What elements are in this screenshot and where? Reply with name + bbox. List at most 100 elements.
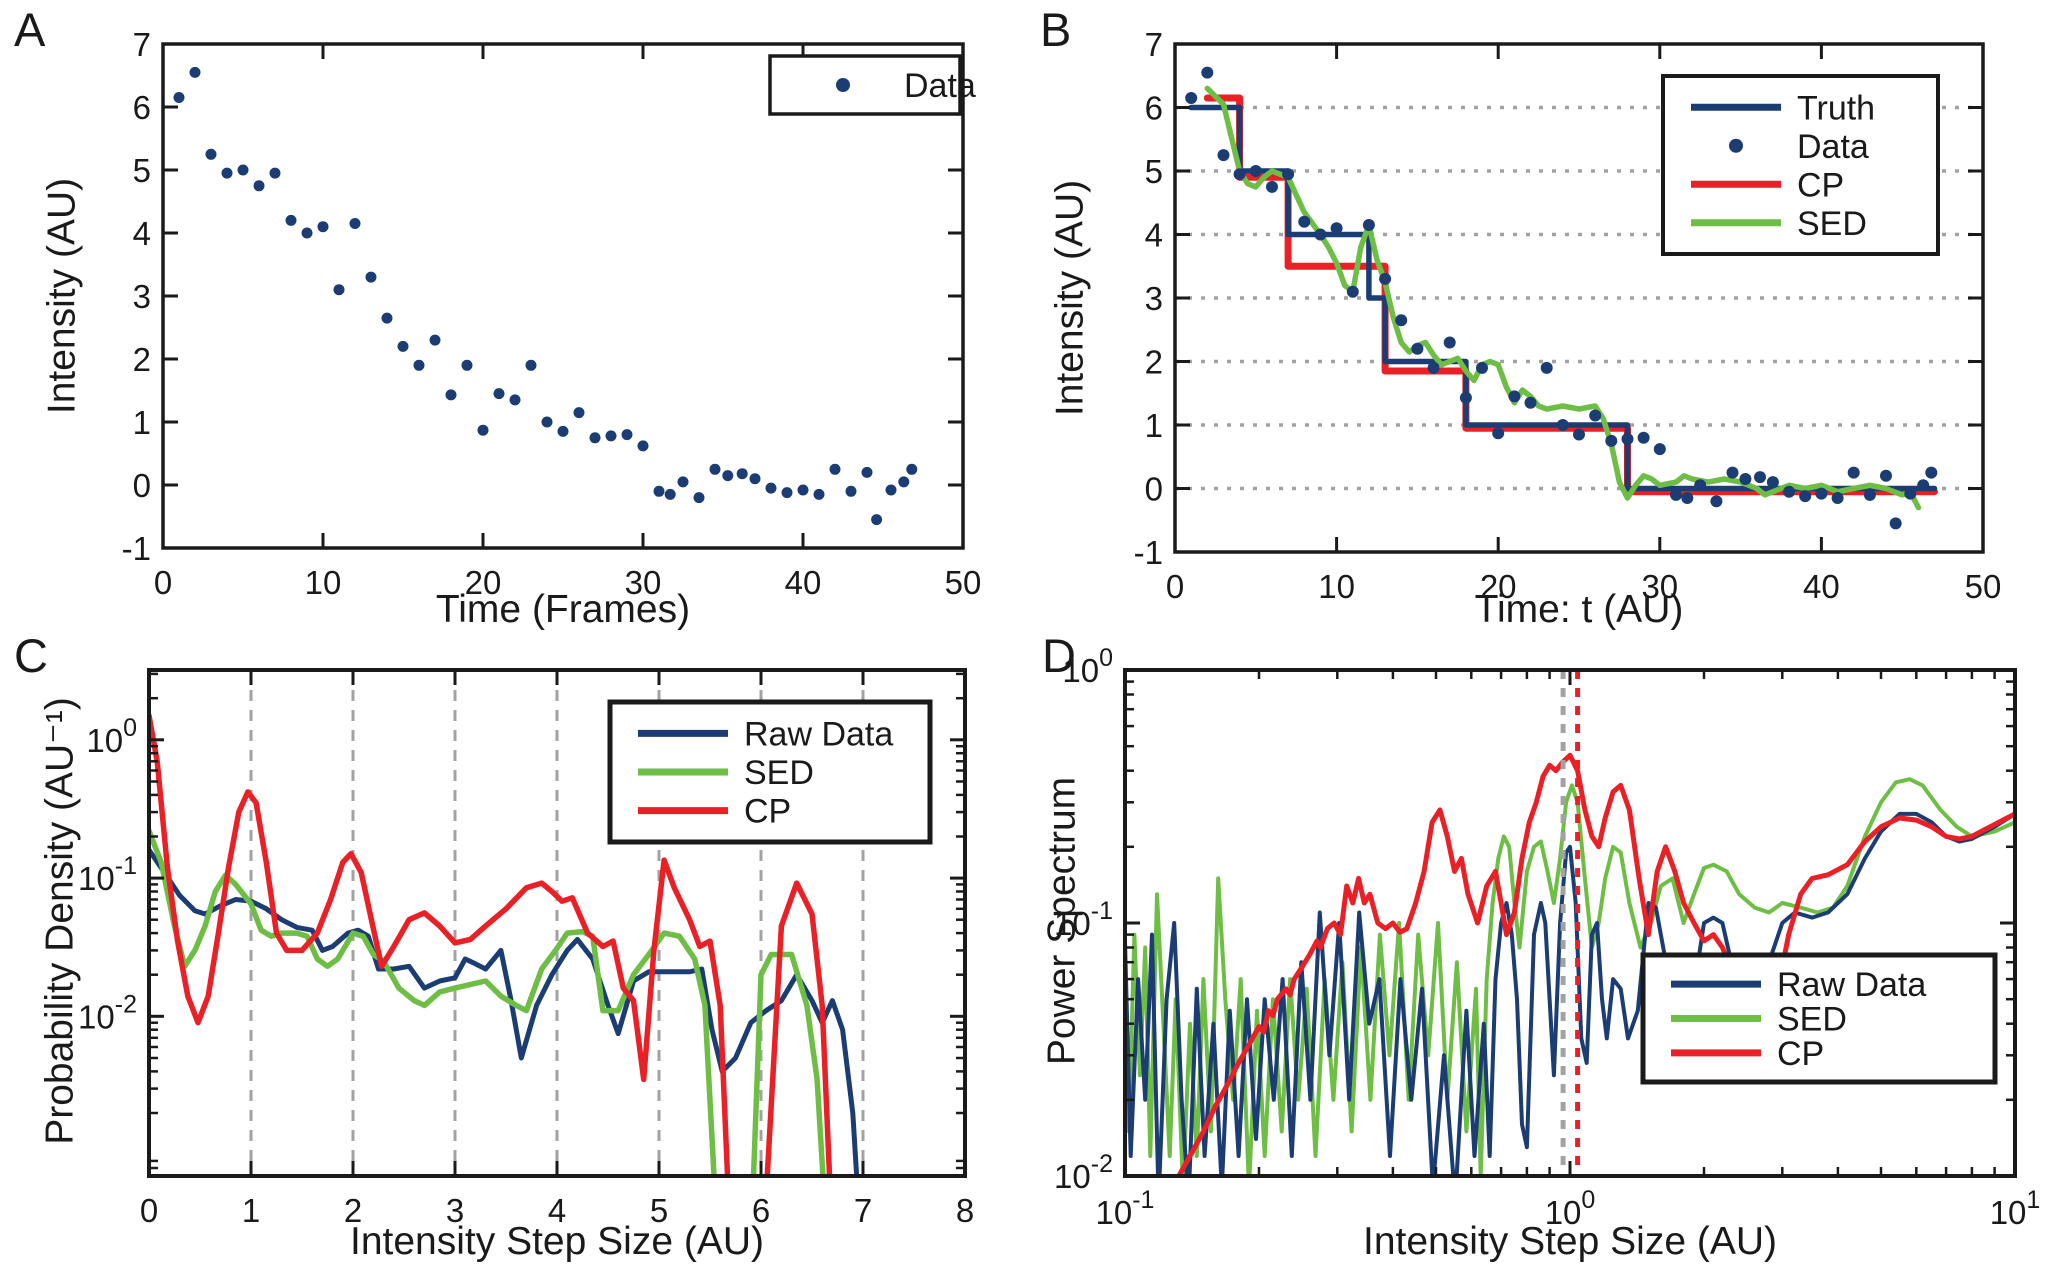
panel-c-letter: C [14, 629, 48, 682]
x-tick-label: 100 [1545, 1186, 1596, 1231]
data-point [253, 180, 265, 192]
x-tick-label: 0 [1166, 568, 1184, 605]
data-point [1754, 471, 1766, 484]
data-point [493, 388, 505, 400]
data-point [573, 407, 585, 419]
data-point [1362, 219, 1375, 231]
data-point [1411, 342, 1424, 355]
panel-c-xaxis-label: Intensity Step Size (AU) [350, 1220, 764, 1263]
panel-c-series-raw-data [149, 847, 860, 1176]
data-point [237, 164, 249, 176]
x-tick-label: 1 [242, 1192, 260, 1229]
legend-label: SED [1777, 1001, 1847, 1039]
y-tick-label: 2 [1145, 344, 1163, 381]
data-point [1395, 314, 1408, 327]
data-point [461, 359, 473, 371]
y-tick-label: 6 [133, 89, 151, 126]
panel-a-yaxis-label: Intensity (AU) [40, 177, 84, 415]
x-tick-label: 101 [1990, 1186, 2041, 1231]
data-point [1379, 272, 1392, 285]
data-point [509, 394, 521, 406]
data-point [477, 424, 489, 436]
panel-b-ticks [1173, 42, 1985, 554]
x-tick-label: 4 [548, 1192, 566, 1229]
data-point [1589, 409, 1602, 422]
panel-c-ticks [147, 670, 967, 1176]
data-point [1573, 428, 1585, 441]
y-tick-label: 3 [133, 278, 151, 315]
data-point [845, 485, 857, 497]
panel-c-yaxis-label: Probability Density (AU⁻¹) [38, 697, 82, 1145]
legend-label: Data [904, 67, 976, 105]
data-point [813, 488, 825, 500]
data-point [781, 487, 793, 499]
y-tick-label: 10-1 [1054, 897, 1113, 942]
data-point [1670, 488, 1682, 501]
y-tick-label: -1 [122, 530, 151, 567]
data-point [1233, 168, 1246, 181]
data-point [1917, 479, 1930, 492]
data-point [722, 470, 734, 482]
legend-swatch-dot [836, 78, 850, 92]
data-point [1739, 473, 1752, 485]
data-point [1726, 466, 1739, 479]
y-tick-label: 5 [1145, 153, 1163, 190]
data-point [1799, 490, 1812, 503]
x-tick-label: 5 [650, 1192, 668, 1229]
data-point [1694, 479, 1707, 492]
y-tick-label: 1 [133, 404, 151, 441]
data-point [221, 167, 233, 179]
y-tick-label: 0 [1145, 471, 1163, 508]
y-tick-label: 10-2 [1054, 1150, 1113, 1195]
data-point [1889, 517, 1902, 530]
x-tick-label: 40 [1803, 568, 1840, 605]
panel-c-series-sed [149, 827, 826, 1176]
y-tick-label: 100 [1062, 644, 1113, 689]
data-point [653, 485, 665, 497]
data-point [906, 463, 918, 475]
data-point [1904, 487, 1917, 500]
data-point [1880, 469, 1892, 482]
data-point [557, 425, 569, 437]
y-tick-label: 10-2 [78, 990, 137, 1035]
data-point [189, 66, 201, 78]
data-point [1524, 396, 1537, 409]
data-point [765, 482, 777, 494]
x-tick-label: 3 [446, 1192, 464, 1229]
panel-d-ticks [1123, 668, 2017, 1178]
y-tick-label: 1 [1145, 407, 1163, 444]
y-tick-label: 5 [133, 152, 151, 189]
y-tick-label: 10-1 [78, 852, 137, 897]
panel-a-legend: Data [768, 54, 976, 116]
y-tick-label: 6 [1145, 90, 1163, 127]
panel-d-yaxis-label: Power Spectrum [1040, 776, 1084, 1066]
data-point [397, 340, 409, 352]
data-point [1847, 466, 1860, 479]
y-tick-label: 4 [133, 215, 151, 252]
y-tick-label: -1 [1134, 534, 1163, 571]
y-tick-label: 0 [133, 467, 151, 504]
data-point [898, 476, 910, 488]
data-point [1637, 431, 1650, 444]
data-point [1815, 487, 1828, 500]
data-point [1476, 361, 1488, 374]
x-tick-label: 6 [752, 1192, 770, 1229]
x-tick-label: 10 [305, 564, 342, 601]
data-point [709, 463, 721, 475]
panel-c-series-cp [149, 712, 833, 1176]
panel-a-series-data [173, 66, 918, 526]
legend-swatch-dot [1729, 138, 1743, 153]
legend-label: CP [1777, 1035, 1824, 1073]
y-tick-label: 4 [1145, 217, 1163, 254]
legend-label: CP [1797, 166, 1844, 204]
data-point [1330, 222, 1343, 235]
data-point [317, 221, 329, 233]
